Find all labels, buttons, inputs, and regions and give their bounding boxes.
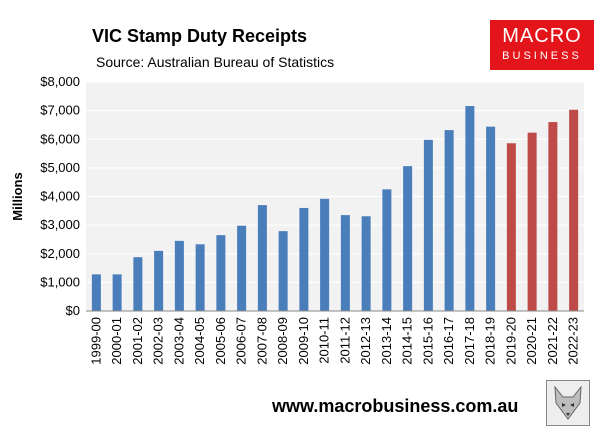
bar xyxy=(278,231,288,311)
bar xyxy=(133,257,143,311)
x-tick-label: 2000-01 xyxy=(109,317,124,365)
bar xyxy=(154,250,164,311)
y-tick-label: $5,000 xyxy=(40,160,80,175)
x-tick-label: 2022-23 xyxy=(566,317,581,365)
y-tick-label: $0 xyxy=(66,303,80,318)
bar xyxy=(403,166,413,311)
logo-line1: MACRO xyxy=(502,25,582,47)
x-tick-label: 2011-12 xyxy=(337,317,352,364)
bar xyxy=(444,130,454,311)
x-tick-label: 2009-10 xyxy=(296,317,311,365)
bar xyxy=(257,205,267,311)
x-tick-label: 2004-05 xyxy=(192,317,207,365)
bar xyxy=(527,132,537,311)
x-tick-label: 2008-09 xyxy=(275,317,290,365)
chart-title: VIC Stamp Duty Receipts xyxy=(92,26,308,46)
y-tick-label: $7,000 xyxy=(40,103,80,118)
bar xyxy=(320,198,330,311)
y-tick-label: $6,000 xyxy=(40,131,80,146)
bar xyxy=(299,207,309,311)
y-tick-label: $2,000 xyxy=(40,246,80,261)
x-tick-label: 2006-07 xyxy=(234,317,249,365)
logo-line2: BUSINESS xyxy=(502,50,582,62)
x-tick-label: 2017-18 xyxy=(462,317,477,365)
bar xyxy=(237,225,247,311)
bar xyxy=(569,109,579,311)
x-axis-ticks: 1999-00 2000-01 2001-02 2002-03 2003-04 2004-… xyxy=(88,317,580,365)
bar xyxy=(423,139,433,311)
x-tick-label: 2020-21 xyxy=(524,317,539,365)
bar xyxy=(382,189,392,311)
bar xyxy=(216,235,226,311)
y-tick-label: $8,000 xyxy=(40,74,80,89)
x-tick-label: 2002-03 xyxy=(151,317,166,365)
x-tick-label: 1999-00 xyxy=(88,317,103,365)
x-tick-label: 2016-17 xyxy=(441,317,456,365)
website-url[interactable]: www.macrobusiness.com.au xyxy=(272,396,519,416)
x-tick-label: 2003-04 xyxy=(171,317,186,365)
bars xyxy=(91,106,579,311)
y-tick-label: $3,000 xyxy=(40,217,80,232)
y-tick-label: $4,000 xyxy=(40,189,80,204)
bar xyxy=(195,244,205,311)
x-tick-label: 2005-06 xyxy=(213,317,228,365)
x-tick-label: 2007-08 xyxy=(254,317,269,365)
y-axis-label: Millions xyxy=(10,172,25,220)
macrobusiness-logo: MACRO BUSINESS xyxy=(490,20,594,70)
x-tick-label: 2021-22 xyxy=(545,317,560,365)
y-axis-ticks: $0 $1,000 $2,000 $3,000 $4,000 $5,000 $6,000 $7… xyxy=(40,74,80,318)
bar xyxy=(361,216,371,311)
bar xyxy=(112,274,122,311)
x-tick-label: 2014-15 xyxy=(400,317,415,365)
bar xyxy=(506,143,516,311)
bar xyxy=(486,126,496,311)
chart-subtitle: Source: Australian Bureau of Statistics xyxy=(96,54,335,70)
bar xyxy=(548,122,558,311)
bar xyxy=(91,274,101,311)
bar xyxy=(340,215,350,311)
y-tick-label: $1,000 xyxy=(40,274,80,289)
bar xyxy=(174,240,184,311)
x-tick-label: 2019-20 xyxy=(503,317,518,365)
x-tick-label: 2013-14 xyxy=(379,317,394,365)
x-tick-label: 2001-02 xyxy=(130,317,145,365)
grid-lines xyxy=(86,81,584,283)
x-tick-label: 2010-11 xyxy=(317,317,332,364)
x-tick-label: 2018-19 xyxy=(483,317,498,365)
bar xyxy=(465,106,475,311)
x-tick-label: 2012-13 xyxy=(358,317,373,365)
x-tick-label: 2015-16 xyxy=(420,317,435,365)
fox-mascot-icon xyxy=(546,380,590,426)
